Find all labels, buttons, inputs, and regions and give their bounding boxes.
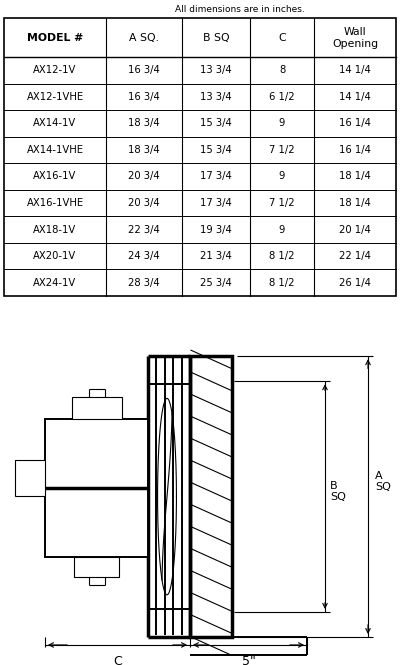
Bar [74, 557, 119, 577]
Text: 22 3/4: 22 3/4 [128, 225, 160, 235]
Text: B SQ: B SQ [203, 33, 229, 43]
Text: 5": 5" [242, 655, 256, 665]
Text: 15 3/4: 15 3/4 [200, 145, 232, 155]
Bar [4, 19, 396, 296]
Text: AX20-1V: AX20-1V [33, 251, 77, 261]
Text: 7 1/2: 7 1/2 [269, 145, 295, 155]
Text: A SQ.: A SQ. [129, 33, 159, 43]
Text: 8 1/2: 8 1/2 [269, 251, 295, 261]
Text: 15 3/4: 15 3/4 [200, 118, 232, 128]
Text: 18 1/4: 18 1/4 [339, 198, 371, 208]
Text: C: C [278, 33, 286, 43]
Text: 20 3/4: 20 3/4 [128, 172, 160, 182]
Bar [15, 460, 45, 495]
Text: MODEL #: MODEL # [27, 33, 83, 43]
Text: 18 3/4: 18 3/4 [128, 118, 160, 128]
Text: AX16-1VHE: AX16-1VHE [26, 198, 84, 208]
Text: Wall
Opening: Wall Opening [332, 27, 378, 49]
Text: 7 1/2: 7 1/2 [269, 198, 295, 208]
Text: 20 3/4: 20 3/4 [128, 198, 160, 208]
Text: 13 3/4: 13 3/4 [200, 65, 232, 75]
Bar [45, 420, 148, 557]
Text: 6 1/2: 6 1/2 [269, 92, 295, 102]
Text: AX16-1V: AX16-1V [33, 172, 77, 182]
Bar [190, 356, 232, 637]
Text: 18 3/4: 18 3/4 [128, 145, 160, 155]
Text: C: C [113, 655, 122, 665]
Text: B
SQ: B SQ [330, 481, 346, 502]
Text: 18 1/4: 18 1/4 [339, 172, 371, 182]
Text: AX14-1V: AX14-1V [33, 118, 77, 128]
Text: 8 1/2: 8 1/2 [269, 277, 295, 287]
Text: 9: 9 [279, 118, 285, 128]
Text: 14 1/4: 14 1/4 [339, 65, 371, 75]
Text: 13 3/4: 13 3/4 [200, 92, 232, 102]
Text: 8: 8 [279, 65, 285, 75]
Text: 28 3/4: 28 3/4 [128, 277, 160, 287]
Text: 17 3/4: 17 3/4 [200, 198, 232, 208]
Bar [72, 398, 122, 420]
Text: 17 3/4: 17 3/4 [200, 172, 232, 182]
Text: AX24-1V: AX24-1V [33, 277, 77, 287]
Text: 26 1/4: 26 1/4 [339, 277, 371, 287]
Text: 14 1/4: 14 1/4 [339, 92, 371, 102]
Text: AX12-1V: AX12-1V [33, 65, 77, 75]
Text: All dimensions are in inches.: All dimensions are in inches. [175, 5, 305, 14]
Text: AX18-1V: AX18-1V [33, 225, 77, 235]
Text: 9: 9 [279, 172, 285, 182]
Text: AX14-1VHE: AX14-1VHE [26, 145, 84, 155]
Text: 25 3/4: 25 3/4 [200, 277, 232, 287]
Text: A
SQ: A SQ [375, 471, 391, 492]
Text: 16 3/4: 16 3/4 [128, 92, 160, 102]
Text: 16 1/4: 16 1/4 [339, 145, 371, 155]
Text: 21 3/4: 21 3/4 [200, 251, 232, 261]
Text: 20 1/4: 20 1/4 [339, 225, 371, 235]
Text: 22 1/4: 22 1/4 [339, 251, 371, 261]
Text: 16 3/4: 16 3/4 [128, 65, 160, 75]
Text: 24 3/4: 24 3/4 [128, 251, 160, 261]
Text: 16 1/4: 16 1/4 [339, 118, 371, 128]
Text: 9: 9 [279, 225, 285, 235]
Text: 19 3/4: 19 3/4 [200, 225, 232, 235]
Text: AX12-1VHE: AX12-1VHE [26, 92, 84, 102]
